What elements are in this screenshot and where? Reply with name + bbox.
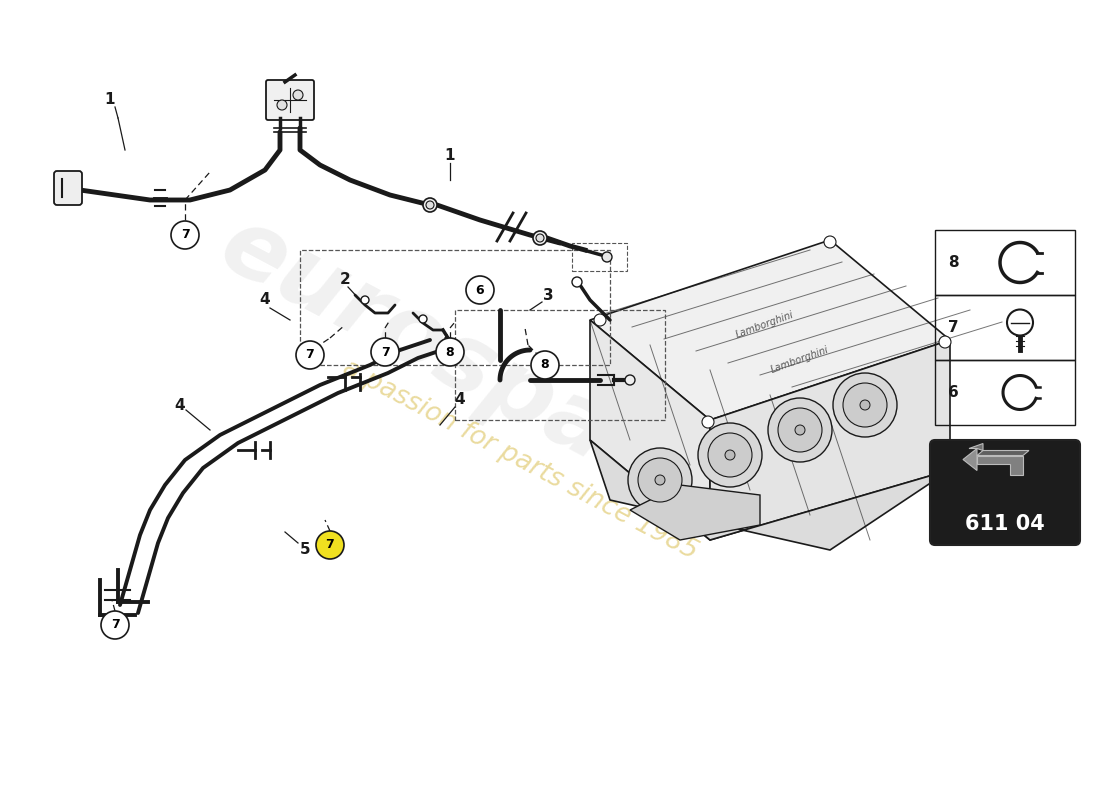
Text: 8: 8	[541, 358, 549, 371]
Text: 6: 6	[475, 283, 484, 297]
Circle shape	[296, 341, 324, 369]
Circle shape	[361, 296, 368, 304]
Bar	[935, 230, 1075, 295]
Circle shape	[1006, 310, 1033, 335]
Circle shape	[698, 423, 762, 487]
Circle shape	[466, 276, 494, 304]
Text: 1: 1	[104, 93, 116, 107]
Text: 611 04: 611 04	[965, 514, 1045, 534]
Text: 4: 4	[260, 293, 271, 307]
Circle shape	[101, 611, 129, 639]
FancyBboxPatch shape	[930, 440, 1080, 545]
Circle shape	[424, 198, 437, 212]
Circle shape	[833, 373, 896, 437]
Text: 4: 4	[175, 398, 185, 413]
Text: 6: 6	[947, 385, 958, 400]
Bar	[935, 360, 1075, 425]
Bar	[455, 310, 666, 420]
Circle shape	[860, 400, 870, 410]
Circle shape	[594, 314, 606, 326]
Circle shape	[778, 408, 822, 452]
Text: eurospares: eurospares	[205, 199, 775, 561]
Bar	[935, 295, 1075, 360]
Circle shape	[316, 531, 344, 559]
Bar	[300, 250, 610, 365]
Text: a passion for parts since 1985: a passion for parts since 1985	[338, 355, 702, 565]
Polygon shape	[590, 320, 710, 540]
Circle shape	[843, 383, 887, 427]
Polygon shape	[590, 240, 950, 420]
Circle shape	[536, 234, 544, 242]
Circle shape	[708, 433, 752, 477]
Circle shape	[625, 375, 635, 385]
Polygon shape	[590, 440, 950, 550]
Circle shape	[939, 336, 952, 348]
Text: 8: 8	[948, 255, 958, 270]
Polygon shape	[977, 455, 1023, 474]
Text: 8: 8	[446, 346, 454, 358]
Text: 4: 4	[454, 393, 465, 407]
Text: Lamborghini: Lamborghini	[735, 310, 795, 340]
Circle shape	[436, 338, 464, 366]
Text: 7: 7	[180, 229, 189, 242]
Circle shape	[277, 100, 287, 110]
Text: Lamborghini: Lamborghini	[770, 345, 830, 375]
Polygon shape	[969, 443, 983, 450]
Circle shape	[534, 231, 547, 245]
Polygon shape	[710, 340, 950, 540]
Polygon shape	[630, 485, 760, 540]
Circle shape	[602, 252, 612, 262]
Circle shape	[628, 448, 692, 512]
FancyBboxPatch shape	[266, 80, 314, 120]
Circle shape	[768, 398, 832, 462]
Circle shape	[654, 475, 666, 485]
Circle shape	[824, 236, 836, 248]
Text: 7: 7	[948, 320, 958, 335]
Text: 3: 3	[542, 287, 553, 302]
Circle shape	[170, 221, 199, 249]
Polygon shape	[962, 449, 977, 470]
Circle shape	[572, 277, 582, 287]
Circle shape	[725, 450, 735, 460]
Text: 5: 5	[299, 542, 310, 558]
Polygon shape	[977, 450, 1028, 455]
Text: 7: 7	[306, 349, 315, 362]
Circle shape	[638, 458, 682, 502]
Circle shape	[419, 315, 427, 323]
Text: 7: 7	[111, 618, 120, 631]
Text: 2: 2	[340, 273, 351, 287]
FancyBboxPatch shape	[54, 171, 82, 205]
Circle shape	[426, 201, 434, 209]
Text: 1: 1	[444, 147, 455, 162]
Circle shape	[531, 351, 559, 379]
Text: 7: 7	[381, 346, 389, 358]
Circle shape	[702, 416, 714, 428]
Circle shape	[293, 90, 303, 100]
Text: 7: 7	[326, 538, 334, 551]
Circle shape	[371, 338, 399, 366]
Circle shape	[795, 425, 805, 435]
